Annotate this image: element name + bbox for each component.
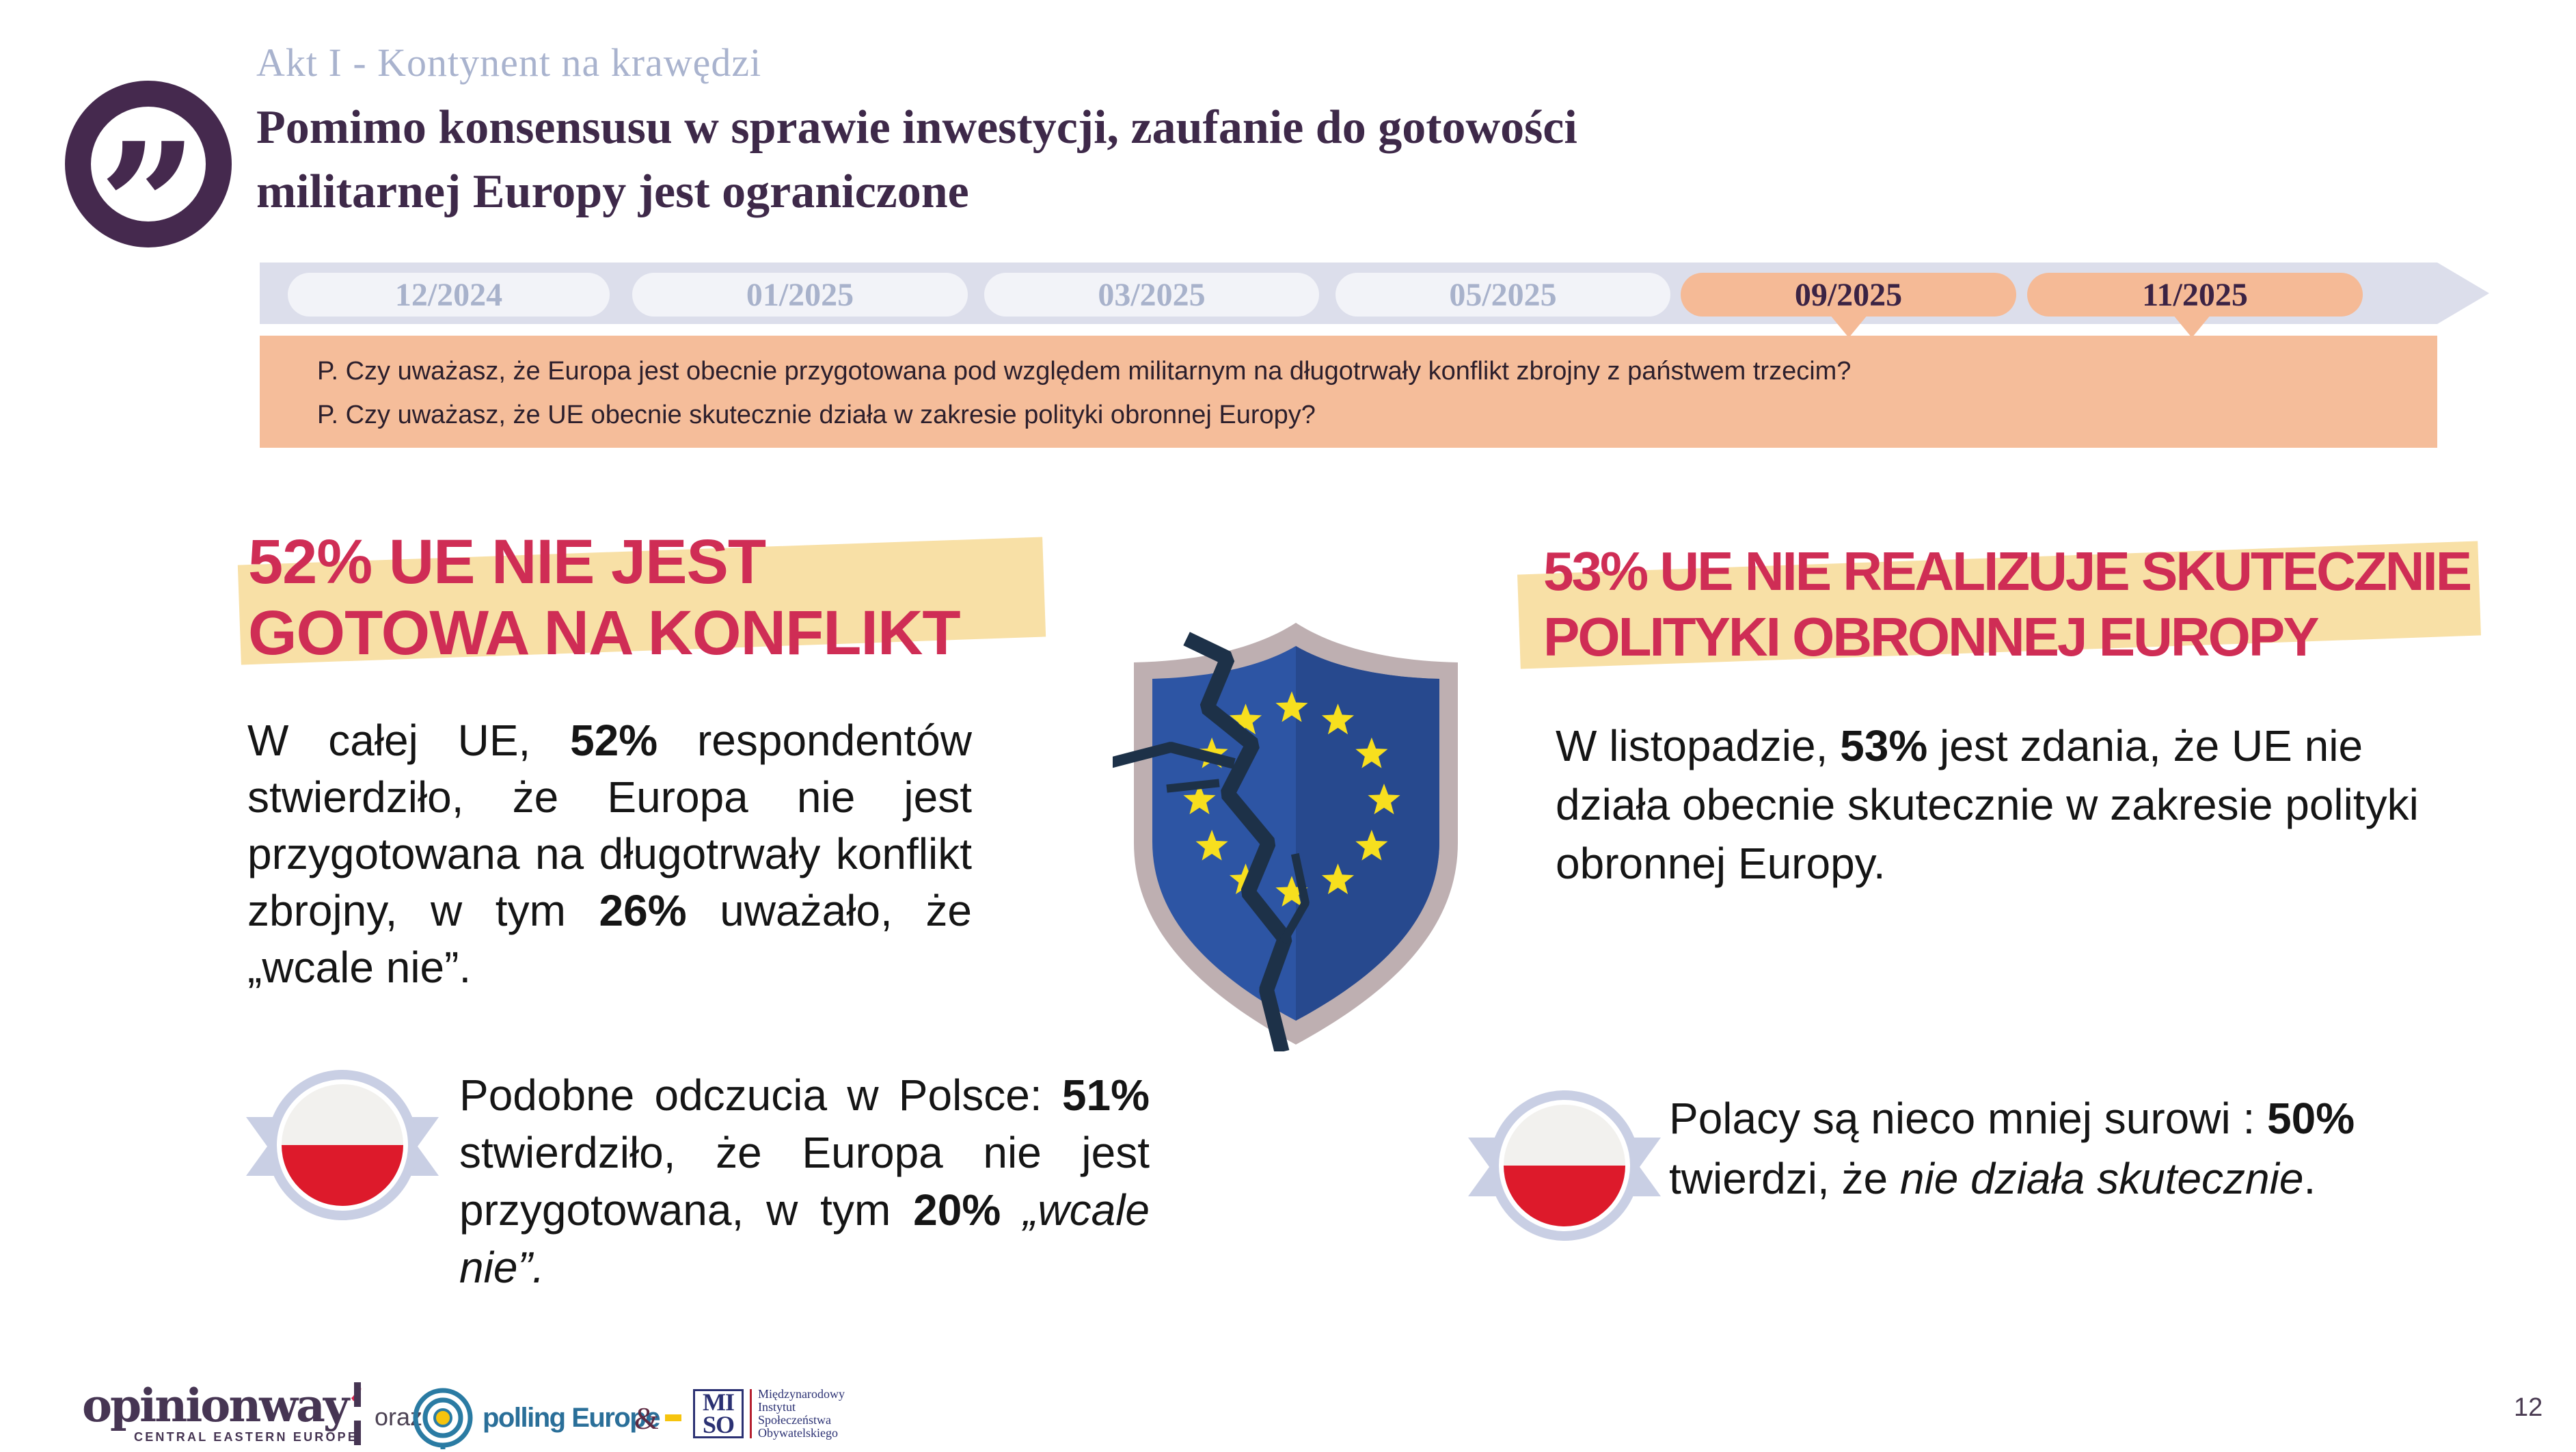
poland-flag-red-half <box>282 1145 403 1206</box>
timeline-tab-01-2025[interactable]: 01/2025 <box>632 273 968 317</box>
tab-pointer-09-2025 <box>1830 314 1868 338</box>
page-title-line1: Pomimo konsensusu w sprawie inwestycji, … <box>256 101 1577 154</box>
tab-pointer-11-2025 <box>2173 314 2211 338</box>
poland-flag-badge-icon <box>246 1068 439 1222</box>
poland-note-left: Podobne odczucia w Polsce: 51% stwierdzi… <box>459 1071 1150 1292</box>
polling-europe-yellow-dash <box>664 1414 681 1421</box>
poland-flag-badge-icon <box>1468 1088 1661 1243</box>
quote-icon: ” <box>65 81 232 293</box>
miso-monogram: MI SO <box>693 1389 744 1438</box>
question-1: P. Czy uważasz, że Europa jest obecnie p… <box>317 357 1852 386</box>
miso-name-line: Międzynarodowy <box>758 1387 845 1401</box>
timeline-tab-03-2025[interactable]: 03/2025 <box>984 273 1319 317</box>
timeline-tab-11-2025[interactable]: 11/2025 <box>2027 273 2363 317</box>
miso-name: Międzynarodowy Instytut Społeczeństwa Ob… <box>758 1388 845 1440</box>
stat-headline-right: 53% UE NIE REALIZUJE SKUTECZNIE POLITYKI… <box>1543 539 2472 670</box>
polling-europe-wordmark: polling Europe <box>483 1402 660 1433</box>
stat-headline-left-line1: 52% UE NIE JEST <box>248 527 766 597</box>
miso-name-line: Obywatelskiego <box>758 1426 838 1440</box>
footer-divider <box>354 1382 361 1451</box>
poland-flag-icon <box>1499 1100 1630 1231</box>
page-title: Pomimo konsensusu w sprawie inwestycji, … <box>256 96 1577 224</box>
polling-europe-logo: polling Europe <box>411 1386 681 1449</box>
opinionway-wordmark: opinionway’ <box>82 1383 365 1428</box>
poland-flag-icon <box>277 1079 408 1211</box>
section-eyebrow: Akt I - Kontynent na krawędzi <box>256 40 762 85</box>
page-number: 12 <box>2514 1393 2543 1422</box>
miso-red-divider <box>750 1389 752 1438</box>
cracked-eu-shield-icon <box>1113 623 1458 1051</box>
stat-headline-right-line2: POLITYKI OBRONNEJ EUROPY <box>1543 606 2320 667</box>
question-box: P. Czy uważasz, że Europa jest obecnie p… <box>260 336 2437 448</box>
opinionway-logo: opinionway’ CENTRAL EASTERN EUROPE <box>82 1383 365 1444</box>
stat-headline-right-line1: 53% UE NIE REALIZUJE SKUTECZNIE <box>1543 541 2472 602</box>
question-2: P. Czy uważasz, że UE obecnie skutecznie… <box>317 401 1316 429</box>
stat-headline-left-line2: GOTOWA NA KONFLIKT <box>248 598 961 668</box>
miso-name-line: Społeczeństwa <box>758 1413 831 1427</box>
timeline-tab-09-2025[interactable]: 09/2025 <box>1681 273 2016 317</box>
quote-glyph: ” <box>98 105 198 308</box>
poland-flag-red-half <box>1504 1166 1625 1226</box>
stat-headline-left: 52% UE NIE JEST GOTOWA NA KONFLIKT <box>248 526 961 669</box>
polling-europe-icon <box>413 1388 473 1449</box>
miso-monogram-top: MI <box>703 1388 735 1416</box>
opinionway-subtitle: CENTRAL EASTERN EUROPE <box>134 1430 359 1444</box>
poland-note-right: Polacy są nieco mniej surowi : 50% twier… <box>1669 1094 2355 1203</box>
miso-monogram-bottom: SO <box>702 1411 735 1438</box>
miso-name-line: Instytut <box>758 1400 796 1414</box>
ampersand-label: & <box>634 1401 659 1436</box>
page-title-line2: militarnej Europy jest ograniczone <box>256 165 969 218</box>
timeline-tab-12-2024[interactable]: 12/2024 <box>288 273 610 317</box>
miso-logo: MI SO Międzynarodowy Instytut Społeczeńs… <box>693 1388 845 1440</box>
opinionway-word: opinionway <box>82 1379 351 1432</box>
timeline-tab-05-2025[interactable]: 05/2025 <box>1336 273 1670 317</box>
stat-paragraph-right: W listopadzie, 53% jest zdania, że UE ni… <box>1556 721 2419 888</box>
stat-paragraph-left: W całej UE, 52% respondentów stwierdziło… <box>247 716 973 992</box>
